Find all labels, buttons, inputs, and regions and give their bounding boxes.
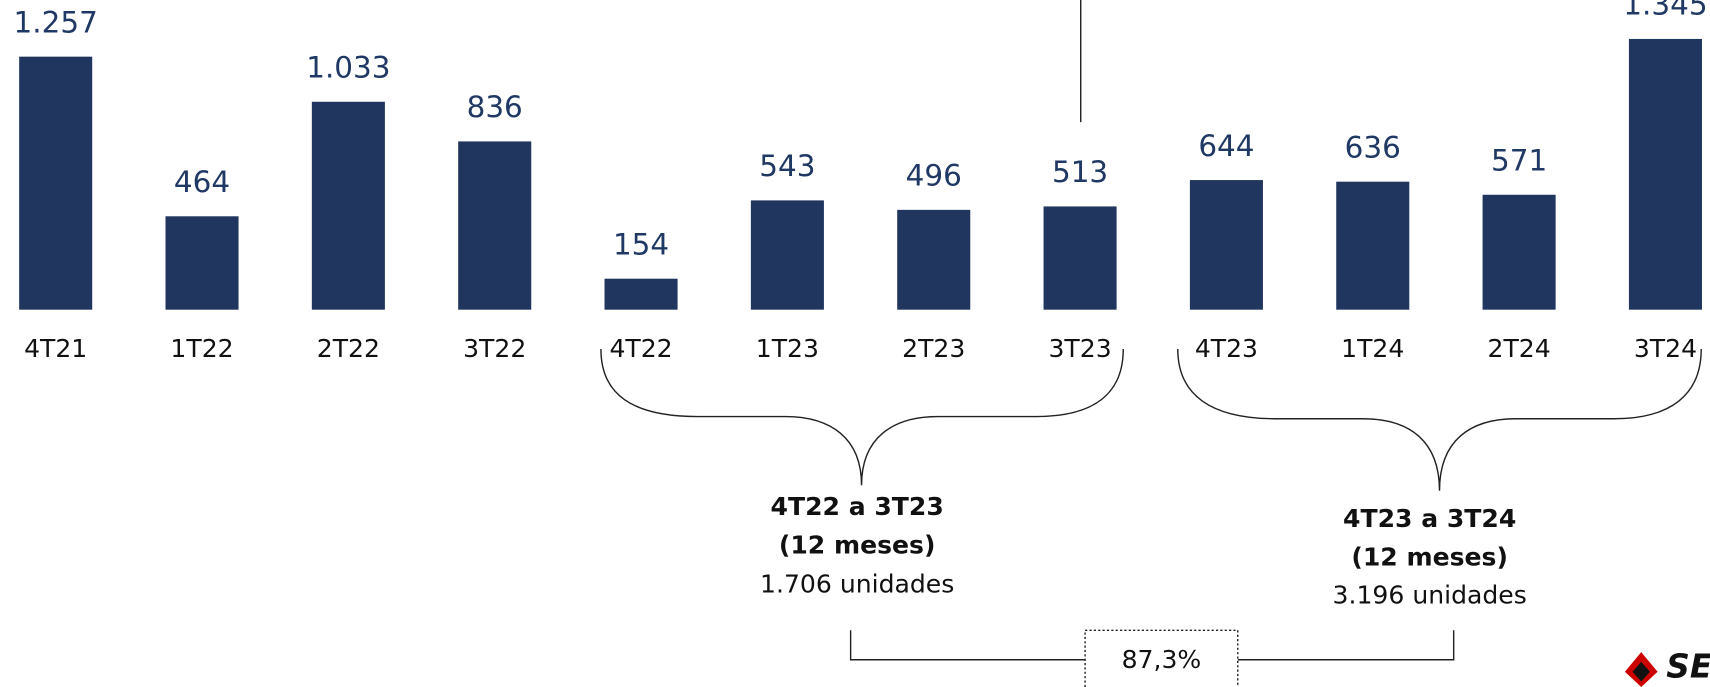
logo-text: SE <box>1666 647 1710 685</box>
bar <box>165 216 239 310</box>
data-label: 644 <box>1198 129 1254 163</box>
data-label: 1.033 <box>306 51 390 85</box>
data-label: 543 <box>759 149 815 183</box>
group-total: 1.706 unidades <box>760 570 954 599</box>
x-tick-label: 2T24 <box>1488 334 1551 363</box>
brace <box>1177 348 1702 491</box>
data-label: 1.345 <box>1623 0 1707 22</box>
group-title: 4T23 a 3T24 <box>1343 504 1516 533</box>
x-tick-label: 3T23 <box>1048 334 1111 363</box>
logo-mark <box>1632 661 1650 682</box>
data-label: 496 <box>906 159 962 193</box>
data-label: 1.257 <box>14 5 98 39</box>
x-tick-label: 4T22 <box>609 334 672 363</box>
bar <box>19 56 93 310</box>
x-tick-label: 1T24 <box>1341 334 1404 363</box>
growth-box <box>1084 629 1239 687</box>
data-label: 636 <box>1345 130 1401 164</box>
bar <box>458 141 532 310</box>
data-label: 464 <box>174 165 230 199</box>
data-label: 513 <box>1052 155 1108 189</box>
connector <box>849 630 1455 661</box>
bar <box>604 278 678 310</box>
bar <box>1628 38 1702 310</box>
x-tick-label: 4T23 <box>1195 334 1258 363</box>
bar <box>1043 206 1117 310</box>
bar <box>1336 181 1410 310</box>
data-label: 571 <box>1491 144 1547 178</box>
bar <box>1189 180 1263 310</box>
bar <box>897 209 971 310</box>
logo: SE <box>1624 647 1710 687</box>
data-label: 154 <box>613 227 669 261</box>
bar <box>1482 194 1556 310</box>
x-tick-label: 3T22 <box>463 334 526 363</box>
group-period: (12 meses) <box>1351 542 1508 571</box>
x-tick-label: 2T22 <box>317 334 380 363</box>
growth-label: 87,3% <box>1122 645 1202 674</box>
bar <box>750 200 824 310</box>
data-label: 836 <box>467 90 523 124</box>
x-tick-label: 2T23 <box>902 334 965 363</box>
x-tick-label: 3T24 <box>1634 334 1697 363</box>
bar <box>311 101 385 310</box>
brace <box>600 348 1124 486</box>
x-tick-label: 4T21 <box>24 334 87 363</box>
x-tick-label: 1T23 <box>756 334 819 363</box>
x-tick-label: 1T22 <box>170 334 233 363</box>
group-title: 4T22 a 3T23 <box>771 492 944 521</box>
group-period: (12 meses) <box>779 530 936 559</box>
group-total: 3.196 unidades <box>1333 580 1527 609</box>
